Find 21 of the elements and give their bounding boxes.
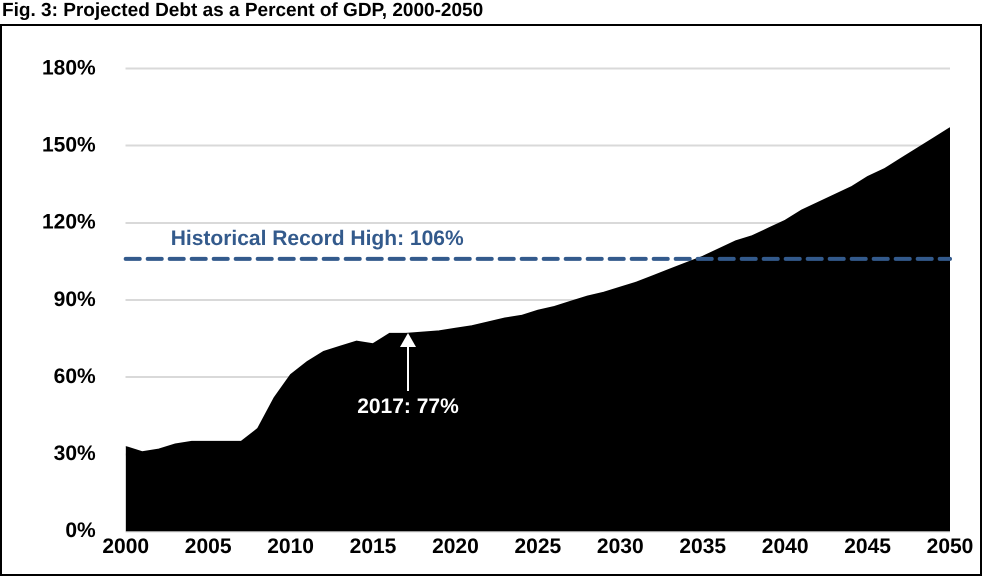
y-tick-label: 150% (42, 134, 96, 157)
y-tick-label: 0% (65, 519, 96, 542)
ref-line-label: Historical Record High: 106% (170, 227, 464, 250)
x-tick-label: 2010 (267, 534, 314, 558)
x-tick-label: 2015 (350, 534, 397, 558)
x-tick-label: 2035 (679, 534, 726, 558)
x-tick-label: 2020 (432, 534, 479, 558)
x-tick-label: 2050 (926, 534, 974, 558)
y-tick-label: 90% (54, 288, 96, 311)
chart-title: Fig. 3: Projected Debt as a Percent of GDP, 2000-2050 (1, 0, 484, 23)
x-tick-label: 2000 (102, 534, 150, 558)
y-tick-label: 30% (54, 442, 96, 466)
x-tick-label: 2030 (596, 534, 644, 558)
y-tick-label: 120% (42, 210, 96, 234)
x-tick-label: 2005 (184, 534, 232, 558)
x-tick-label: 2025 (514, 534, 562, 558)
annotation: 2017: 77% (357, 395, 459, 419)
x-tick-label: 2040 (762, 534, 808, 558)
y-tick-label: 180% (42, 56, 96, 80)
y-tick-label: 60% (54, 364, 96, 388)
x-tick-label: 2045 (844, 534, 892, 558)
